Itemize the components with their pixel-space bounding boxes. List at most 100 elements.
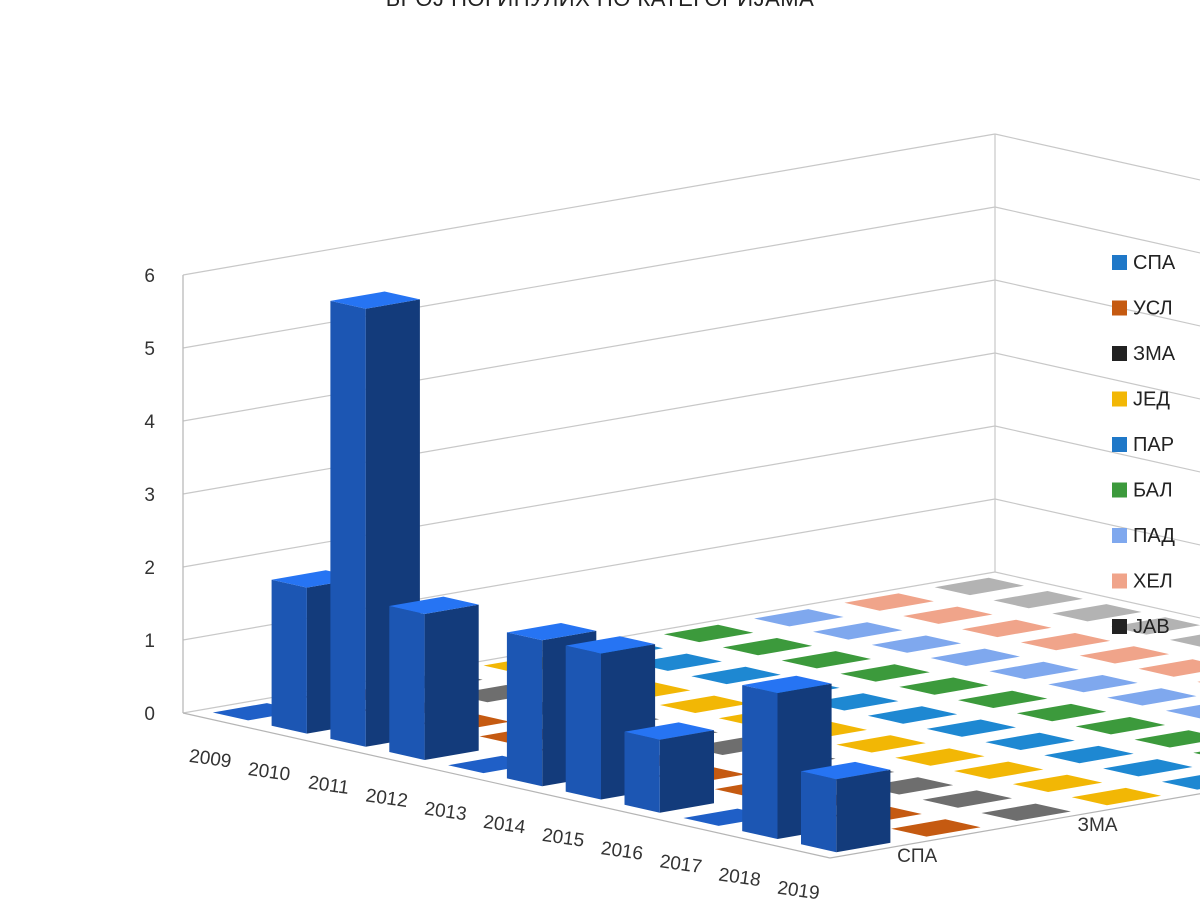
legend-label: ЈАВ (1133, 616, 1170, 638)
back-wall-gridline (994, 352, 1200, 400)
bar-zero-tile (1103, 759, 1193, 777)
bar-zero-tile (1075, 717, 1166, 735)
bar-zero-tile (871, 635, 962, 653)
legend-label: УСЛ (1133, 298, 1173, 320)
y-tick-label: 4 (144, 412, 155, 433)
bar-zero-tile (1071, 787, 1162, 806)
legend-label: ПАР (1133, 434, 1174, 456)
bar-zero-tile (1169, 634, 1200, 647)
bar (330, 300, 366, 747)
bar-top (330, 291, 420, 309)
legend-label: ЗМА (1133, 343, 1176, 365)
bar-zero-tile (1165, 704, 1200, 719)
x-tick-label: 2015 (541, 825, 586, 852)
bar-zero-tile (954, 761, 1044, 779)
bar-zero-tile (1048, 675, 1138, 693)
legend-label: ПАД (1133, 525, 1175, 547)
legend-swatch (1112, 255, 1127, 270)
bar (389, 606, 425, 760)
legend-swatch (1112, 528, 1127, 543)
bar-zero-tile (722, 638, 813, 656)
bar-side (424, 604, 479, 760)
x-tick-label: 2018 (717, 864, 762, 891)
bar-zero-tile (836, 735, 926, 753)
bar-zero-tile (989, 661, 1079, 680)
bar (565, 645, 601, 800)
x-tick-label: 2010 (247, 759, 292, 786)
legend-label: ЈЕД (1133, 389, 1170, 411)
bar-zero-tile (691, 666, 781, 685)
side-wall-gridline (182, 352, 996, 495)
x-tick-label: 2013 (423, 799, 468, 826)
bar-top (624, 722, 714, 740)
bar-zero-tile (934, 577, 1024, 596)
bar-zero-tile (1161, 775, 1200, 790)
depth-axis-line (829, 793, 1200, 859)
bar-zero-tile (754, 609, 844, 627)
bar-zero-tile (813, 622, 903, 640)
y-tick-label: 3 (144, 485, 155, 506)
legend-label: БАЛ (1133, 480, 1173, 502)
legend-swatch (1112, 482, 1127, 498)
legend-swatch (1112, 619, 1127, 634)
x-tick-label: 2012 (364, 785, 409, 812)
bar-zero-tile (958, 690, 1048, 708)
bar-zero-tile (1107, 688, 1197, 706)
bar-top (389, 596, 479, 614)
y-tick-label: 2 (144, 558, 155, 579)
bar-side (659, 730, 714, 813)
bar-zero-tile (903, 606, 993, 624)
bar-side (836, 769, 891, 853)
back-wall-gridline (994, 206, 1200, 254)
x-tick-label: 2019 (776, 878, 821, 905)
bar-zero-tile (985, 732, 1075, 750)
bar-zero-tile (1052, 604, 1142, 622)
bar-zero-tile (899, 677, 989, 695)
bar-zero-tile (922, 790, 1012, 808)
bar-top (506, 623, 597, 641)
bar-top (565, 636, 656, 654)
bar-zero-tile (1012, 774, 1103, 792)
bar (271, 579, 307, 734)
x-tick-label: 2016 (600, 838, 645, 865)
y-tick-label: 1 (144, 631, 155, 652)
x-axis-line (182, 712, 831, 859)
bar-zero-tile (930, 648, 1020, 666)
x-tick-label: 2011 (307, 772, 350, 798)
depth-tick-label: СПА (897, 846, 937, 867)
y-tick-label: 0 (144, 704, 155, 725)
legend-swatch (1112, 437, 1127, 452)
bar-zero-tile (844, 593, 934, 611)
bar-zero-tile (1020, 633, 1111, 651)
back-wall-gridline (994, 498, 1200, 546)
bar (506, 632, 543, 787)
bar (801, 771, 837, 853)
back-wall-gridline (994, 571, 1200, 619)
bar-zero-tile (1079, 646, 1170, 664)
bar-zero-tile (981, 803, 1071, 821)
depth-tick-label: ЗМА (1078, 815, 1118, 836)
bar-top (801, 761, 891, 780)
y-tick-label: 6 (144, 266, 155, 287)
y-tick-label: 5 (144, 339, 155, 360)
bar-zero-tile (895, 748, 985, 766)
legend-label: СПА (1133, 252, 1176, 274)
bar-zero-tile (926, 719, 1016, 737)
side-wall-gridline (182, 206, 996, 349)
legend-swatch (1112, 300, 1127, 316)
bar-zero-tile (781, 651, 871, 669)
legend-swatch (1112, 346, 1127, 361)
side-wall-gridline (182, 425, 996, 568)
back-wall-gridline (994, 279, 1200, 327)
bar-top (742, 675, 832, 693)
bar-zero-tile (1044, 745, 1134, 764)
x-tick-label: 2009 (188, 746, 233, 773)
side-wall-gridline (182, 133, 996, 276)
bar (742, 685, 778, 839)
x-tick-label: 2017 (658, 851, 703, 878)
bar-zero-tile (1193, 751, 1200, 755)
side-wall-gridline (182, 279, 996, 422)
x-tick-label: 2014 (482, 812, 527, 839)
legend-swatch (1112, 573, 1127, 589)
